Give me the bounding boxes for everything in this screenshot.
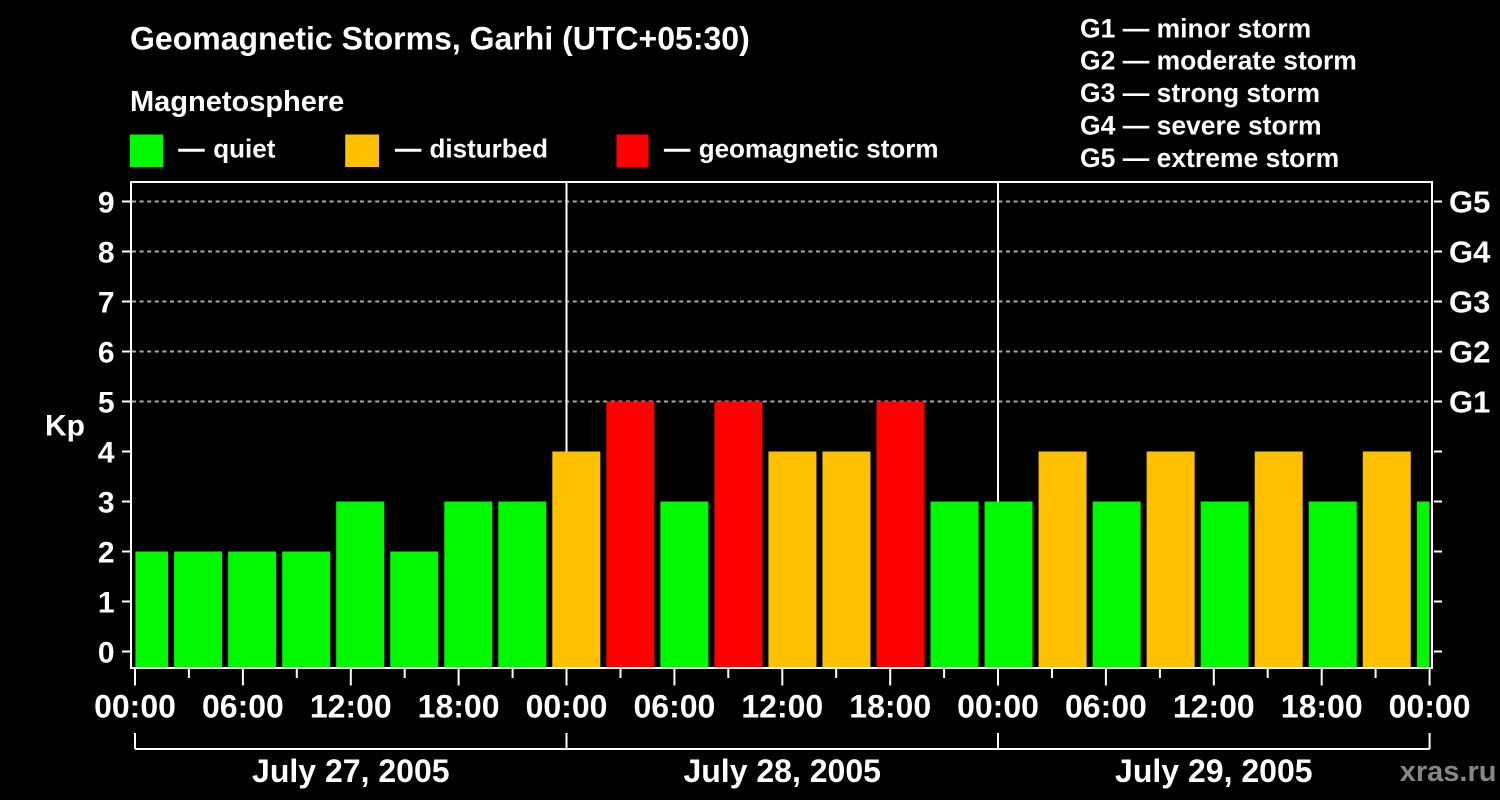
svg-text:18:00: 18:00	[418, 689, 500, 725]
svg-text:Magnetosphere: Magnetosphere	[130, 86, 344, 118]
svg-text:12:00: 12:00	[310, 689, 392, 725]
svg-text:00:00: 00:00	[957, 689, 1039, 725]
svg-text:12:00: 12:00	[741, 689, 823, 725]
svg-text:9: 9	[98, 187, 115, 220]
svg-text:G3: G3	[1449, 285, 1490, 320]
svg-text:06:00: 06:00	[202, 689, 284, 725]
svg-text:06:00: 06:00	[1065, 689, 1147, 725]
svg-text:G2: G2	[1449, 335, 1490, 370]
svg-text:disturbed: disturbed	[430, 134, 548, 164]
svg-text:1: 1	[98, 587, 115, 620]
svg-text:00:00: 00:00	[526, 689, 608, 725]
svg-text:July 27, 2005: July 27, 2005	[252, 753, 449, 789]
svg-text:0: 0	[98, 637, 115, 670]
svg-text:18:00: 18:00	[849, 689, 931, 725]
svg-text:G2 — moderate storm: G2 — moderate storm	[1080, 46, 1357, 76]
svg-text:00:00: 00:00	[94, 689, 176, 725]
svg-text:G5 — extreme storm: G5 — extreme storm	[1080, 143, 1339, 173]
svg-text:G4 — severe storm: G4 — severe storm	[1080, 111, 1322, 141]
svg-text:8: 8	[98, 237, 115, 270]
svg-text:4: 4	[98, 437, 115, 470]
svg-text:2: 2	[98, 537, 115, 570]
svg-text:00:00: 00:00	[1389, 689, 1471, 725]
svg-text:Kp: Kp	[45, 410, 85, 443]
svg-text:G4: G4	[1449, 235, 1491, 270]
svg-text:geomagnetic storm: geomagnetic storm	[699, 134, 939, 164]
svg-text:7: 7	[98, 287, 115, 320]
svg-text:3: 3	[98, 487, 115, 520]
svg-text:G1: G1	[1449, 385, 1490, 420]
svg-text:6: 6	[98, 337, 115, 370]
svg-text:G1 — minor storm: G1 — minor storm	[1080, 13, 1311, 43]
svg-text:July 29, 2005: July 29, 2005	[1115, 753, 1312, 789]
svg-text:G5: G5	[1449, 185, 1490, 220]
svg-text:06:00: 06:00	[633, 689, 715, 725]
svg-text:18:00: 18:00	[1281, 689, 1363, 725]
svg-text:12:00: 12:00	[1173, 689, 1255, 725]
svg-text:5: 5	[98, 387, 115, 420]
svg-text:quiet: quiet	[213, 134, 275, 164]
svg-text:xras.ru: xras.ru	[1400, 756, 1497, 788]
svg-text:Geomagnetic Storms, Garhi (UTC: Geomagnetic Storms, Garhi (UTC+05:30)	[130, 21, 750, 57]
svg-text:July 28, 2005: July 28, 2005	[683, 753, 880, 789]
svg-text:G3 — strong storm: G3 — strong storm	[1080, 78, 1320, 108]
